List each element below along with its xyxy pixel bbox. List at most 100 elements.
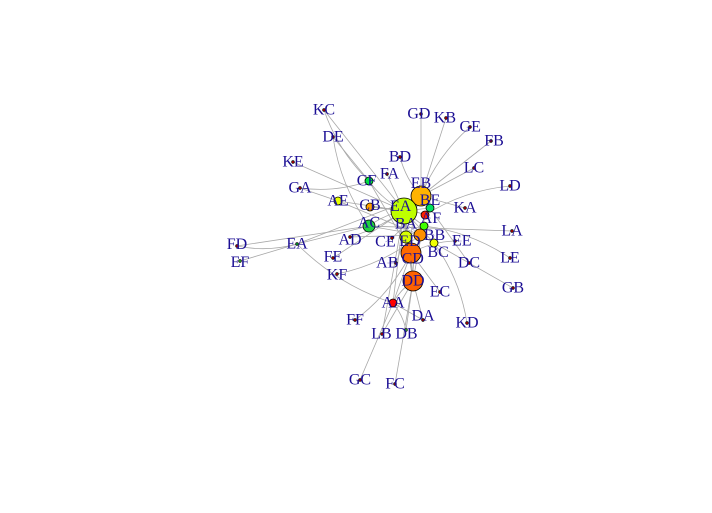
node[interactable] bbox=[390, 236, 394, 240]
node[interactable] bbox=[511, 286, 515, 290]
node-label: GC bbox=[349, 372, 371, 389]
edge bbox=[423, 225, 511, 259]
node[interactable] bbox=[472, 166, 476, 170]
edge bbox=[323, 109, 370, 182]
node[interactable] bbox=[353, 318, 357, 322]
edge bbox=[296, 243, 394, 304]
node[interactable] bbox=[399, 230, 413, 244]
node-label: BC bbox=[427, 244, 448, 261]
node-label: EA bbox=[390, 198, 412, 215]
node[interactable] bbox=[322, 108, 326, 112]
node-label: AF bbox=[421, 210, 442, 227]
node-label: CF bbox=[357, 173, 377, 190]
node[interactable] bbox=[419, 112, 423, 116]
node-label: GB bbox=[502, 280, 524, 297]
node-label: LA bbox=[501, 223, 523, 240]
node-label: CD bbox=[402, 250, 424, 267]
node-label: KE bbox=[282, 154, 303, 171]
edge bbox=[433, 242, 468, 324]
node[interactable] bbox=[365, 202, 375, 212]
edge bbox=[239, 243, 298, 262]
node[interactable] bbox=[404, 328, 408, 332]
node[interactable] bbox=[335, 272, 339, 276]
node[interactable] bbox=[298, 186, 302, 190]
node-label: KA bbox=[453, 200, 477, 217]
node-label: EB bbox=[411, 175, 431, 192]
node[interactable] bbox=[380, 332, 384, 336]
edge bbox=[296, 225, 370, 245]
node-label: LB bbox=[371, 326, 391, 343]
nodes bbox=[235, 108, 515, 386]
node-label: FF bbox=[346, 312, 364, 329]
node[interactable] bbox=[508, 256, 512, 260]
node[interactable] bbox=[402, 270, 424, 292]
node-label: EC bbox=[430, 284, 450, 301]
node-label: FD bbox=[227, 236, 247, 253]
node-label: AE bbox=[327, 193, 348, 210]
node-label: AC bbox=[358, 214, 380, 231]
node[interactable] bbox=[467, 261, 471, 265]
node-label: BD bbox=[389, 149, 411, 166]
node-label: DC bbox=[458, 255, 480, 272]
node-label: BB bbox=[424, 227, 445, 244]
edge bbox=[359, 302, 394, 381]
node-label: CE bbox=[375, 234, 395, 251]
node-label: DA bbox=[411, 308, 435, 325]
node[interactable] bbox=[358, 378, 362, 382]
node[interactable] bbox=[453, 239, 457, 243]
node[interactable] bbox=[388, 298, 398, 308]
node[interactable] bbox=[465, 321, 469, 325]
node-label: FE bbox=[324, 249, 343, 266]
node[interactable] bbox=[394, 261, 398, 265]
node[interactable] bbox=[510, 229, 514, 233]
node[interactable] bbox=[444, 116, 448, 120]
node[interactable] bbox=[362, 219, 376, 233]
node[interactable] bbox=[508, 184, 512, 188]
node[interactable] bbox=[468, 125, 472, 129]
node-label: AA bbox=[381, 295, 405, 312]
node-label: KD bbox=[455, 315, 478, 332]
node[interactable] bbox=[410, 185, 432, 207]
node-label: LD bbox=[499, 178, 520, 195]
node-label: ED bbox=[399, 233, 420, 250]
edge bbox=[323, 109, 405, 212]
node[interactable] bbox=[385, 172, 389, 176]
node[interactable] bbox=[393, 382, 397, 386]
node-label: DE bbox=[322, 129, 343, 146]
node[interactable] bbox=[425, 203, 435, 213]
edge bbox=[394, 280, 414, 385]
node[interactable] bbox=[438, 290, 442, 294]
node-label: LC bbox=[464, 160, 484, 177]
node-label: KF bbox=[327, 266, 348, 283]
node-label: LE bbox=[500, 250, 520, 267]
node-label: DD bbox=[401, 273, 424, 290]
node[interactable] bbox=[429, 238, 439, 248]
node[interactable] bbox=[421, 318, 425, 322]
node[interactable] bbox=[420, 210, 430, 220]
node-label: CB bbox=[359, 197, 380, 214]
node[interactable] bbox=[331, 135, 335, 139]
node[interactable] bbox=[295, 242, 299, 246]
node-label: GD bbox=[407, 106, 430, 123]
node[interactable] bbox=[348, 235, 352, 239]
edge bbox=[381, 210, 405, 335]
node[interactable] bbox=[331, 256, 335, 260]
node[interactable] bbox=[400, 242, 422, 264]
node[interactable] bbox=[333, 196, 343, 206]
node[interactable] bbox=[413, 228, 427, 242]
node[interactable] bbox=[235, 244, 239, 248]
node[interactable] bbox=[390, 197, 418, 225]
node[interactable] bbox=[489, 139, 493, 143]
node-label: GE bbox=[460, 119, 481, 136]
node-label: DB bbox=[395, 325, 417, 342]
node[interactable] bbox=[238, 259, 242, 263]
node[interactable] bbox=[419, 221, 429, 231]
node-label: FC bbox=[385, 376, 405, 393]
node-label: FB bbox=[484, 133, 504, 150]
node[interactable] bbox=[463, 206, 467, 210]
node[interactable] bbox=[291, 160, 295, 164]
node[interactable] bbox=[364, 176, 374, 186]
node[interactable] bbox=[398, 155, 402, 159]
